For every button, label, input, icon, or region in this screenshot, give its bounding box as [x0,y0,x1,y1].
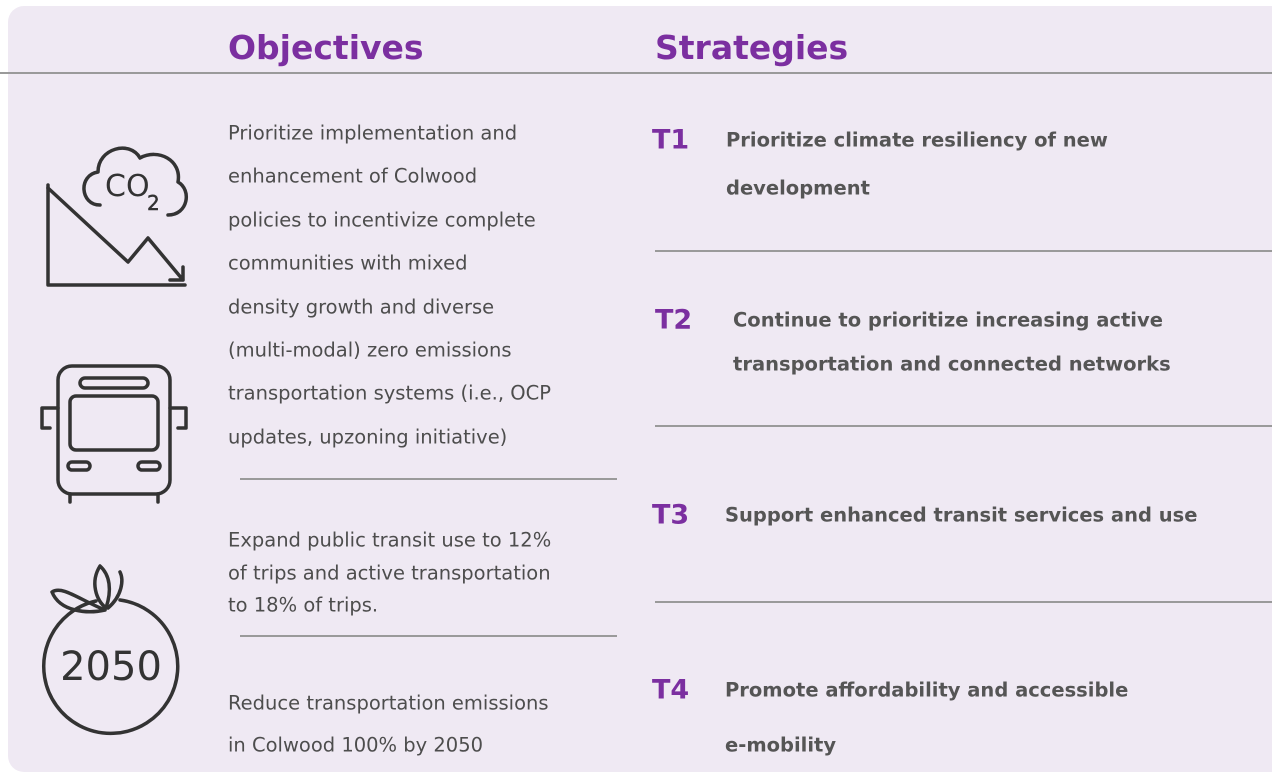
strategy-text: Continue to prioritize increasing active [733,308,1163,332]
bus-icon [40,364,188,504]
strategy-text: Support enhanced transit services and us… [725,503,1198,527]
header-rule [0,72,1272,74]
strategies-heading: Strategies [655,28,849,67]
divider [655,250,1272,252]
strategy-text: e-mobility [725,733,837,757]
icons: CO 2 2050 [40,146,189,736]
objective-text: Prioritize implementation and [228,121,518,145]
year-label: 2050 [60,644,162,690]
strategy-code: T1 [652,124,690,156]
divider [240,635,617,637]
strategy-text: Prioritize climate resiliency of new [726,128,1108,152]
objective-text: transportation systems (i.e., OCP [228,381,551,405]
strategy-code: T2 [655,304,693,336]
co2-icon: CO 2 [46,146,189,287]
objective-text: updates, upzoning initiative) [228,425,508,449]
co2-subscript: 2 [147,191,160,215]
divider [655,601,1272,603]
year-icon: 2050 [42,564,180,736]
co2-label: CO [105,169,150,204]
objective-text: communities with mixed [228,251,468,275]
objective-text: density growth and diverse [228,295,495,319]
strategy-text: development [726,176,870,200]
divider [240,478,617,480]
objective-text: Expand public transit use to 12% [228,528,552,552]
objective-text: policies to incentivize complete [228,208,536,232]
strategy-code: T3 [652,499,690,531]
objective-text: of trips and active transportation [228,561,551,584]
strategy-code: T4 [652,674,690,706]
panel [8,6,1272,772]
divider [655,425,1272,427]
objective-text: to 18% of trips. [228,593,379,617]
strategy-text: Promote affordability and accessible [725,678,1129,702]
objectives-heading: Objectives [228,28,424,67]
strategy-text: transportation and connected networks [733,352,1171,376]
objective-text: (multi-modal) zero emissions [228,338,512,362]
objective-text: Reduce transportation emissions [228,691,549,715]
objective-text: in Colwood 100% by 2050 [228,733,484,757]
objective-text: enhancement of Colwood [228,164,478,188]
